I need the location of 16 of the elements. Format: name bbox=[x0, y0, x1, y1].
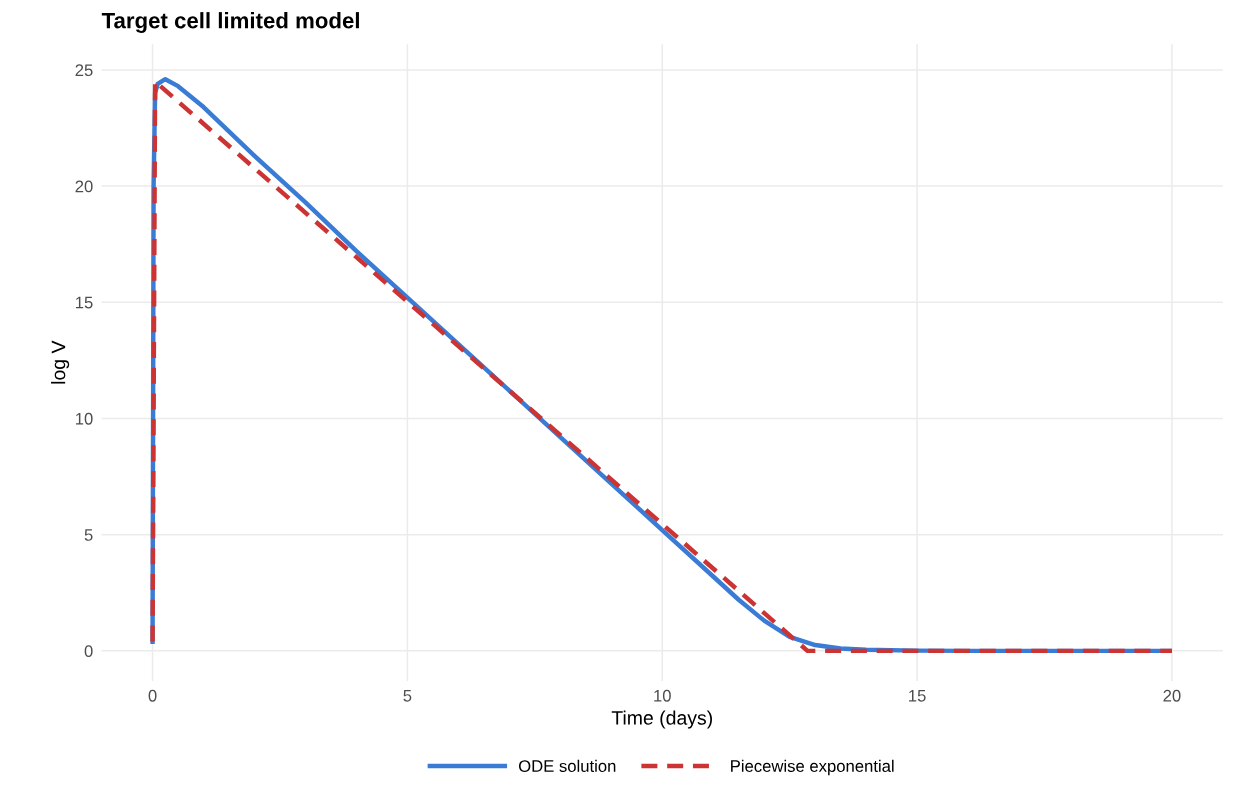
x-tick-label: 0 bbox=[148, 689, 157, 702]
x-tick-label: 5 bbox=[403, 690, 412, 702]
y-tick-label: 15 bbox=[76, 296, 93, 309]
y-tick-label: 25 bbox=[75, 64, 93, 77]
y-axis-title: log V bbox=[51, 340, 70, 384]
y-tick-label: 20 bbox=[75, 180, 93, 193]
x-tick-label: 15 bbox=[909, 690, 926, 702]
y-tick-label: 10 bbox=[76, 412, 93, 425]
y-tick-label: 5 bbox=[84, 529, 93, 541]
chart-title: Target cell limited model bbox=[101, 12, 359, 33]
legend-label: Piecewise exponential bbox=[731, 759, 894, 776]
x-tick-label: 10 bbox=[654, 689, 671, 702]
x-axis-title: Time (days) bbox=[611, 710, 712, 729]
legend-label: ODE solution bbox=[518, 759, 616, 772]
y-tick-label: 0 bbox=[84, 645, 93, 658]
x-tick-label: 20 bbox=[1163, 689, 1181, 702]
